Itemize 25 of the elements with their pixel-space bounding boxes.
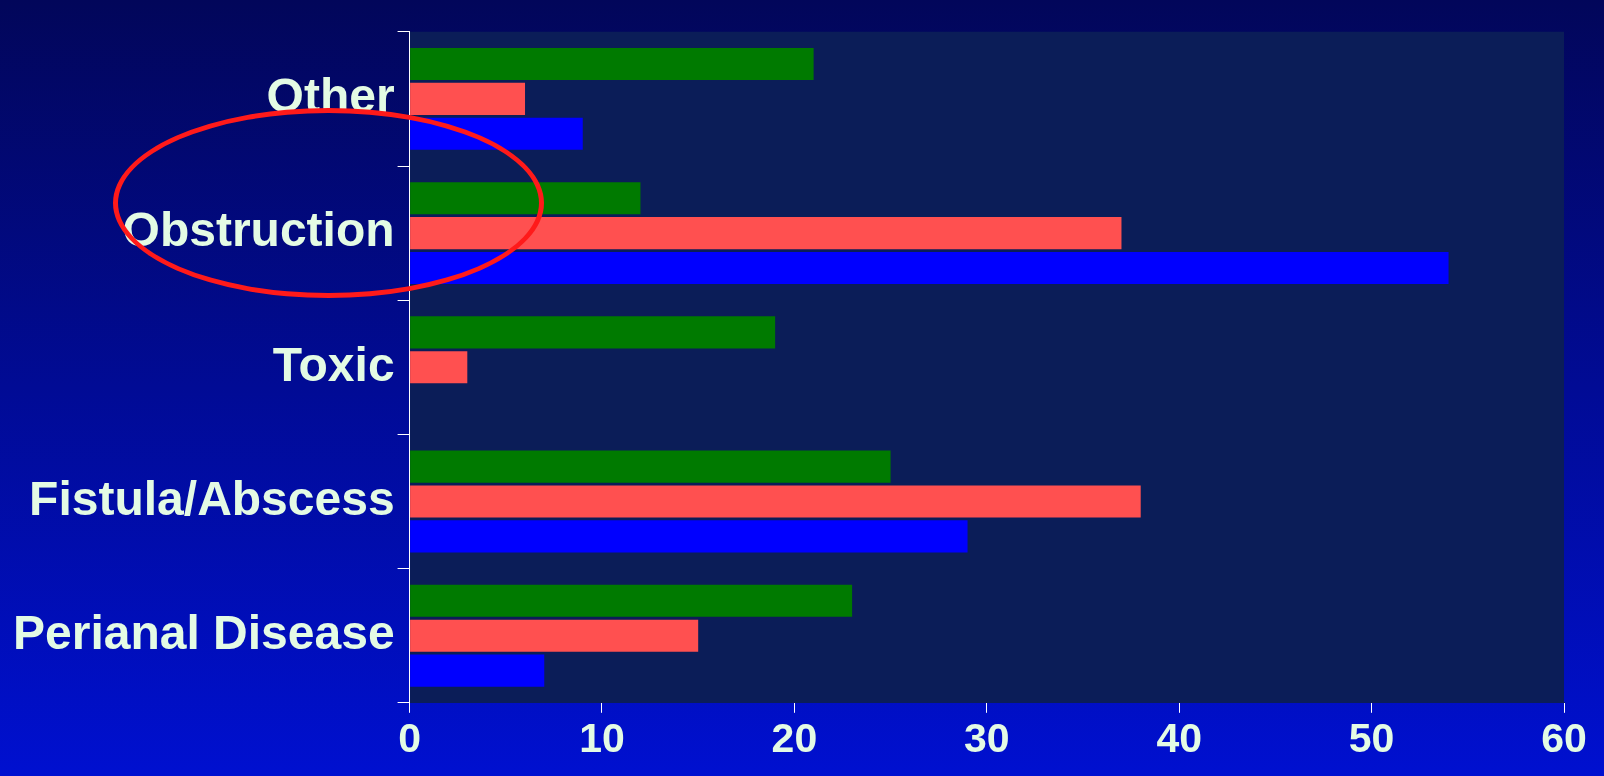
- y-tick-label: Obstruction: [122, 203, 395, 257]
- x-tick-label: 40: [1156, 714, 1202, 761]
- bar: [410, 316, 776, 349]
- bar: [410, 520, 968, 553]
- bar: [410, 584, 853, 617]
- bar: [410, 182, 641, 215]
- bar: [410, 82, 526, 115]
- x-tick-label: 10: [579, 714, 625, 761]
- x-tick-label: 50: [1348, 714, 1395, 761]
- bar: [410, 47, 814, 81]
- y-tick-label: Toxic: [272, 337, 395, 391]
- bar: [410, 217, 1122, 250]
- x-tick-label: 0: [398, 714, 421, 761]
- x-tick-label: 60: [1541, 714, 1587, 761]
- y-tick-label: Perianal Disease: [12, 605, 395, 659]
- bar: [410, 117, 583, 150]
- bar: [410, 654, 545, 687]
- y-tick-label: Fistula/Abscess: [29, 471, 395, 525]
- bar: [410, 450, 891, 483]
- bar: [410, 619, 699, 652]
- bar: [410, 351, 468, 384]
- bar: [410, 251, 1449, 285]
- x-tick-label: 20: [771, 714, 818, 761]
- bar: [410, 485, 1141, 518]
- x-tick-label: 30: [963, 714, 1010, 761]
